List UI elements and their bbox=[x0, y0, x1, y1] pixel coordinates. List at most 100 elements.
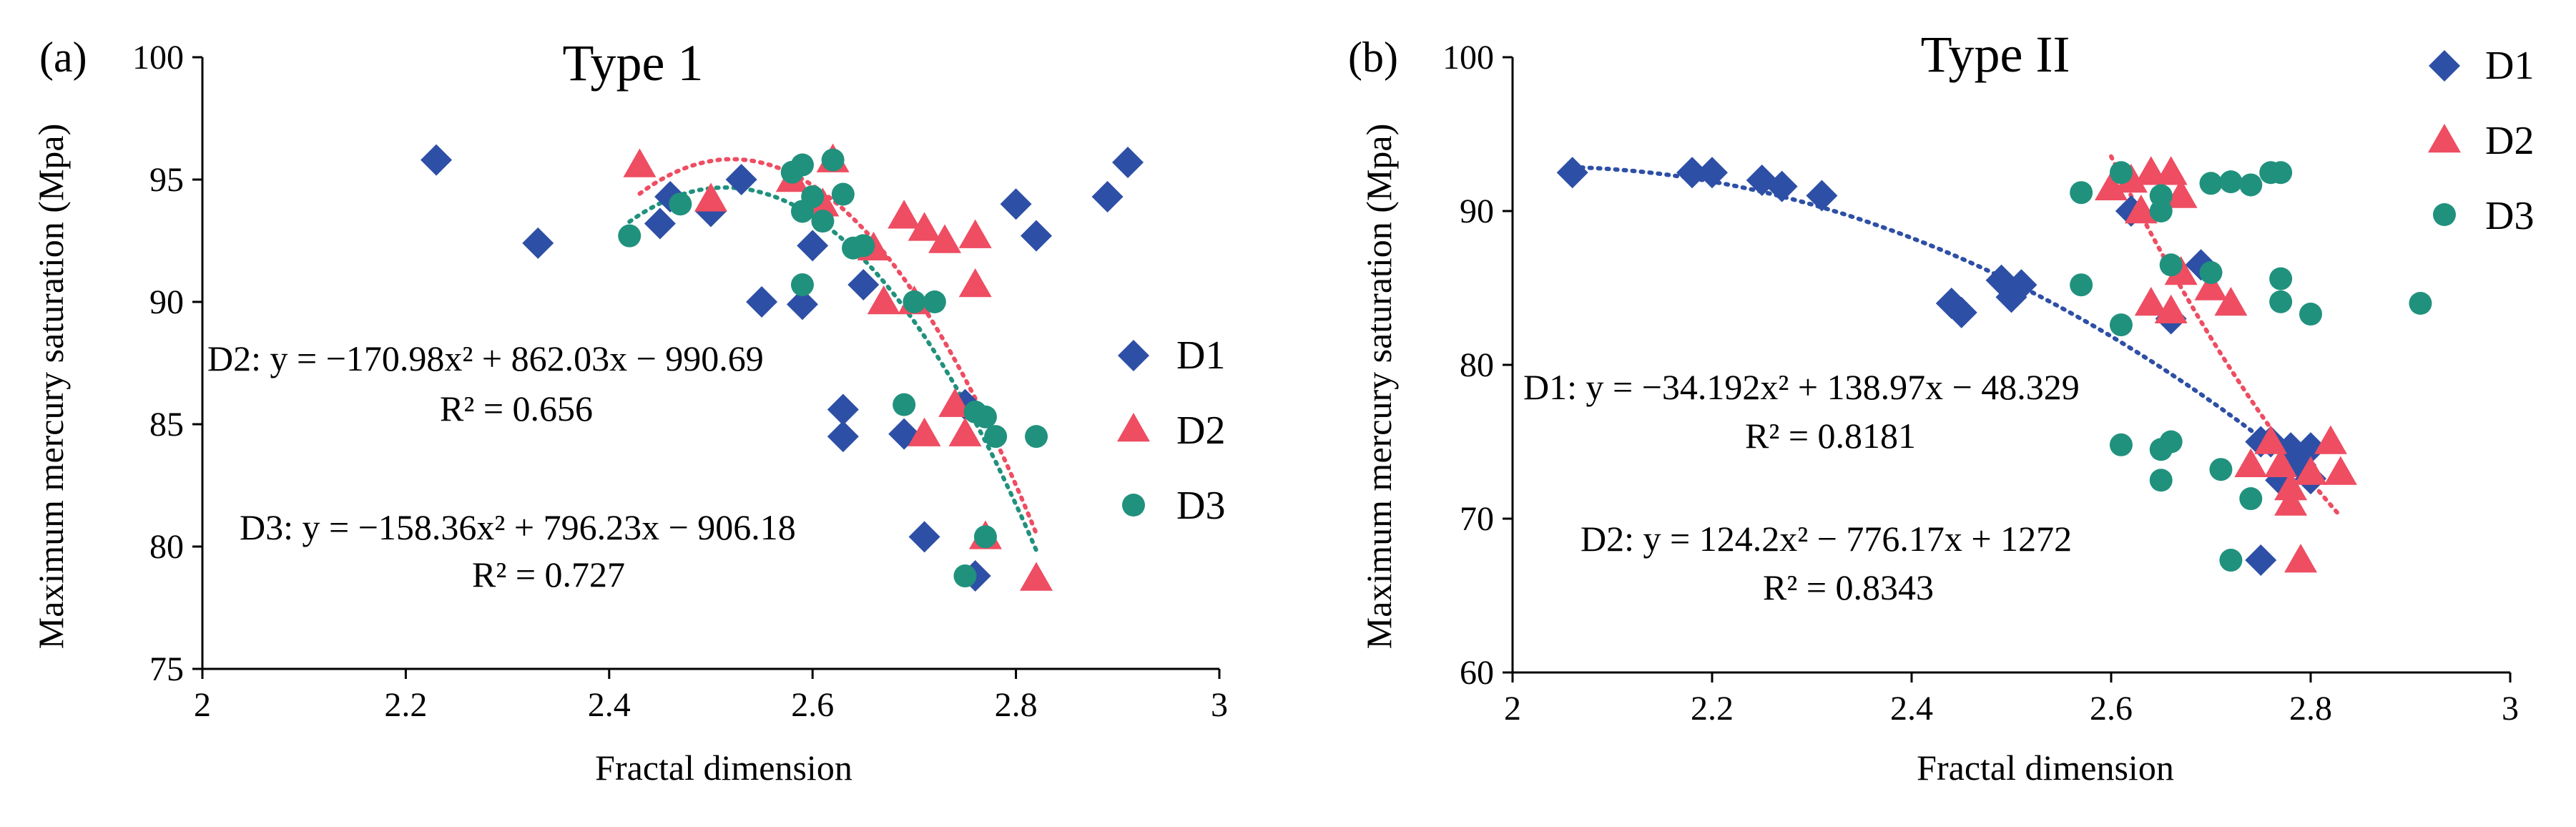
data-point-d2 bbox=[908, 417, 941, 446]
legend-marker-d3 bbox=[1122, 494, 1145, 517]
panel-a-x-axis-title: Fractal dimension bbox=[595, 748, 852, 788]
panel-b-eq-d1: D1: y = −34.192x² + 138.97x − 48.329 bbox=[1523, 367, 2080, 407]
data-point-d1 bbox=[2245, 544, 2277, 577]
data-point-d1 bbox=[797, 230, 829, 262]
legend-marker-d2 bbox=[2428, 124, 2461, 153]
data-point-d3 bbox=[811, 210, 835, 233]
data-point-d2 bbox=[948, 417, 982, 446]
data-point-d2 bbox=[2154, 294, 2188, 323]
data-point-d3 bbox=[2149, 469, 2173, 492]
data-point-d3 bbox=[618, 224, 641, 248]
data-point-d3 bbox=[2109, 161, 2133, 185]
data-point-d2 bbox=[1020, 562, 1053, 591]
panel-b-title: Type II bbox=[1921, 26, 2070, 83]
legend-marker-d2 bbox=[1117, 413, 1150, 442]
panel-a-legend: D1 D2 D3 bbox=[1117, 333, 1225, 528]
data-point-d1 bbox=[725, 164, 757, 195]
y-tick-label: 90 bbox=[1460, 192, 1494, 230]
data-point-d2 bbox=[2124, 195, 2158, 224]
data-point-d1 bbox=[1766, 170, 1798, 202]
data-point-d3 bbox=[903, 290, 926, 313]
y-tick-label: 80 bbox=[149, 528, 184, 566]
panel-b-axes bbox=[1503, 56, 2512, 682]
panel-b-r2-d1: R² = 0.8181 bbox=[1745, 416, 1916, 456]
data-point-d1 bbox=[2295, 432, 2326, 464]
legend-label-d2: D2 bbox=[2485, 119, 2534, 163]
data-point-d2 bbox=[2294, 456, 2327, 485]
panel-a-eq-d2: D2: y = −170.98x² + 862.03x − 990.69 bbox=[207, 338, 764, 378]
data-point-d3 bbox=[2239, 173, 2263, 197]
panel-b-y-axis-title: Maximum mercury saturation (Mpa) bbox=[1359, 124, 1399, 650]
data-point-d2 bbox=[2164, 179, 2198, 208]
data-point-d1 bbox=[1021, 220, 1053, 252]
panel-b-tick-labels: 60 70 80 90 100 2 2.2 2.4 2.6 2.8 3 bbox=[1442, 39, 2519, 728]
data-point-d3 bbox=[2159, 430, 2183, 454]
y-tick-label: 60 bbox=[1460, 654, 1494, 692]
panel-a-tick-labels: 75 80 85 90 95 100 2 2.2 2.4 2.6 2.8 3 bbox=[132, 39, 1228, 724]
data-point-d3 bbox=[2269, 290, 2293, 313]
data-point-d3 bbox=[2070, 273, 2093, 297]
y-tick-label: 90 bbox=[149, 283, 184, 321]
data-point-d3 bbox=[790, 153, 814, 177]
data-point-d2 bbox=[2314, 425, 2347, 454]
x-tick-label: 2.4 bbox=[588, 686, 631, 724]
panel-a-data-points bbox=[421, 143, 1144, 592]
panel-a: 75 80 85 90 95 100 2 2.2 2.4 2.6 2.8 3 (a) Type 1 F… bbox=[31, 34, 1228, 788]
legend-label-d1: D1 bbox=[1176, 333, 1225, 378]
panel-b: 60 70 80 90 100 2 2.2 2.4 2.6 2.8 3 (b) Type II Fr… bbox=[1348, 26, 2534, 788]
panel-a-r2-d2: R² = 0.656 bbox=[440, 388, 593, 429]
panel-b-label: (b) bbox=[1348, 34, 1398, 81]
x-tick-label: 2.8 bbox=[2289, 690, 2332, 728]
data-point-d3 bbox=[2219, 170, 2243, 194]
x-tick-label: 2.2 bbox=[1691, 690, 1734, 728]
legend-swatch-d3 bbox=[2433, 203, 2456, 226]
panel-b-r2-d2: R² = 0.8343 bbox=[1763, 567, 1934, 607]
data-point-d1 bbox=[908, 521, 940, 553]
x-tick-label: 2.6 bbox=[791, 686, 834, 724]
legend-swatch-d1 bbox=[2429, 50, 2460, 82]
data-point-d2 bbox=[928, 224, 962, 253]
panel-a-y-axis-title: Maximum mercury saturation (Mpa) bbox=[31, 124, 71, 650]
data-point-d3 bbox=[1025, 425, 1048, 449]
data-point-d2 bbox=[2274, 471, 2308, 501]
legend-label-d3: D3 bbox=[1176, 484, 1225, 528]
data-point-d1 bbox=[1945, 296, 1977, 328]
data-point-d1 bbox=[827, 421, 859, 453]
data-point-d3 bbox=[801, 185, 825, 208]
data-point-d1 bbox=[1696, 157, 1728, 189]
data-point-d3 bbox=[2109, 433, 2133, 456]
x-tick-label: 2.2 bbox=[384, 686, 427, 724]
data-point-d1 bbox=[1806, 180, 1838, 212]
data-point-d2 bbox=[2134, 287, 2168, 316]
data-point-d3 bbox=[973, 405, 997, 429]
data-point-d1 bbox=[847, 269, 880, 301]
data-point-d2 bbox=[2095, 171, 2128, 200]
data-point-d1 bbox=[1112, 147, 1144, 179]
y-tick-label: 70 bbox=[1460, 500, 1494, 538]
data-point-d3 bbox=[2070, 181, 2093, 205]
data-point-d1 bbox=[421, 144, 453, 176]
data-point-d3 bbox=[973, 525, 997, 549]
data-point-d1 bbox=[1676, 157, 1709, 189]
data-point-d2 bbox=[694, 182, 727, 212]
data-point-d2 bbox=[2254, 425, 2288, 454]
y-tick-label: 75 bbox=[149, 650, 184, 688]
data-point-d3 bbox=[852, 234, 875, 258]
x-tick-label: 2 bbox=[194, 686, 211, 724]
legend-label-d1: D1 bbox=[2485, 44, 2534, 88]
data-point-d3 bbox=[2219, 549, 2243, 572]
x-tick-label: 2.4 bbox=[1890, 690, 1933, 728]
data-point-d1 bbox=[827, 393, 859, 426]
data-point-d3 bbox=[790, 273, 814, 297]
data-point-d2 bbox=[2154, 156, 2188, 185]
data-point-d2 bbox=[2284, 544, 2318, 573]
data-point-d3 bbox=[821, 148, 845, 172]
data-point-d3 bbox=[2269, 161, 2293, 185]
data-point-d2 bbox=[958, 268, 992, 298]
data-point-d3 bbox=[2299, 303, 2322, 326]
data-point-d1 bbox=[746, 286, 778, 318]
data-point-d2 bbox=[2114, 164, 2148, 193]
data-point-d2 bbox=[938, 388, 972, 417]
y-tick-label: 95 bbox=[149, 161, 184, 199]
